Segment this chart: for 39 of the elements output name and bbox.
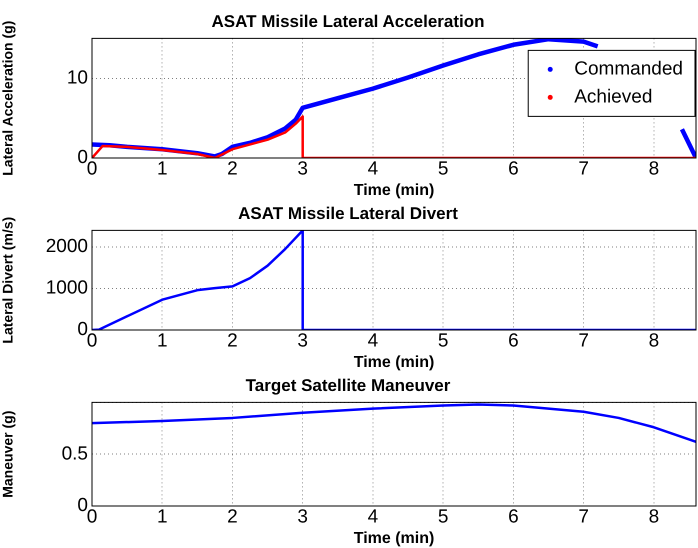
chart-title: ASAT Missile Lateral Divert bbox=[238, 204, 458, 223]
y-tick-label: 2000 bbox=[46, 236, 88, 258]
x-tick-label: 7 bbox=[578, 506, 589, 528]
x-tick-label: 4 bbox=[368, 158, 379, 180]
x-tick-label: 6 bbox=[508, 158, 519, 180]
x-tick-label: 5 bbox=[438, 506, 448, 528]
x-tick-label: 7 bbox=[578, 330, 589, 352]
x-tick-label: 5 bbox=[438, 158, 448, 180]
x-tick-label: 2 bbox=[227, 506, 238, 528]
chart-title: ASAT Missile Lateral Acceleration bbox=[211, 12, 485, 31]
x-tick-label: 1 bbox=[156, 330, 168, 352]
x-tick-label: 8 bbox=[648, 158, 660, 180]
x-tick-label: 3 bbox=[297, 330, 308, 352]
x-tick-label: 4 bbox=[368, 330, 379, 352]
x-tick-label: 3 bbox=[297, 158, 308, 180]
y-tick-label: 10 bbox=[66, 68, 88, 88]
x-tick-label: 3 bbox=[297, 506, 308, 528]
y-tick-label: 1000 bbox=[46, 278, 88, 299]
y-axis-title: Lateral Divert (m/s) bbox=[0, 216, 16, 344]
x-axis-title: Time (min) bbox=[354, 354, 434, 371]
x-tick-label: 8 bbox=[648, 506, 660, 528]
y-axis-title: Lateral Acceleration (g) bbox=[0, 20, 16, 176]
legend-label: Achieved bbox=[574, 86, 652, 108]
x-tick-label: 1 bbox=[156, 506, 168, 528]
y-axis-title: Maneuver (g) bbox=[0, 410, 16, 498]
x-tick-label: 6 bbox=[508, 506, 519, 528]
x-tick-label: 2 bbox=[227, 330, 238, 352]
x-axis-title: Time (min) bbox=[354, 182, 434, 199]
chart-title: Target Satellite Maneuver bbox=[246, 376, 451, 395]
x-tick-label: 4 bbox=[368, 506, 379, 528]
x-tick-label: 5 bbox=[438, 330, 448, 352]
x-tick-label: 7 bbox=[578, 158, 589, 180]
x-tick-label: 8 bbox=[648, 330, 660, 352]
y-tick-label: 0.5 bbox=[62, 443, 88, 464]
x-tick-label: 6 bbox=[508, 330, 519, 352]
x-tick-label: 2 bbox=[227, 158, 238, 180]
x-axis-title: Time (min) bbox=[354, 530, 434, 547]
legend-label: Commanded bbox=[574, 58, 684, 80]
x-tick-label: 1 bbox=[156, 158, 168, 180]
